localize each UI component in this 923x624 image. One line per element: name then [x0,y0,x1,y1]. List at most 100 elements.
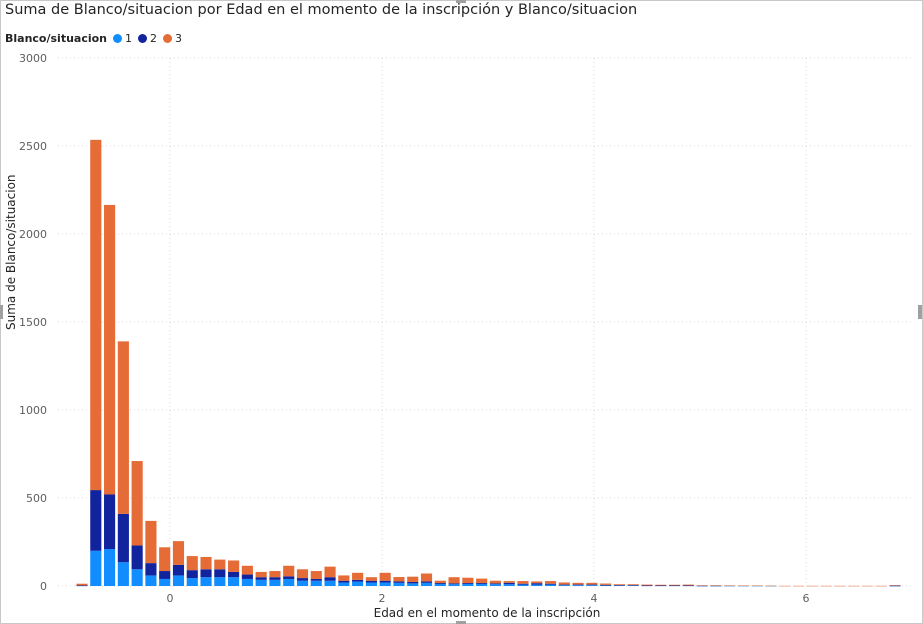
bar-series-3 [765,585,777,587]
bar-series-2 [531,583,543,585]
resize-handle-right[interactable] [918,305,922,319]
bar-series-3 [365,577,377,581]
bar-series-3 [682,584,694,586]
bar-series-3 [172,541,185,565]
bar-series-3 [875,585,887,587]
bar-series-3 [393,577,405,582]
bar-series-1 [172,575,185,586]
bar-series-2 [159,571,171,579]
bar-series-1 [324,580,336,586]
bar-series-3 [448,577,460,584]
bar-series-2 [517,583,529,585]
bar-series-3 [241,565,253,575]
bar-series-1 [200,577,212,586]
bar-series-2 [586,584,598,586]
legend: Blanco/situacion 1 2 3 [5,30,188,46]
y-tick-label: 3000 [19,52,47,65]
legend-title: Blanco/situacion [5,31,108,45]
bar-series-3 [600,583,612,585]
bar-series-3 [434,580,446,584]
bar-series-2 [117,513,129,563]
bar-series-2 [489,583,501,585]
bar-series-2 [434,583,446,584]
bar-series-2 [613,585,626,586]
bar-series-1 [296,580,309,586]
bar-series-1 [338,582,350,586]
bar-series-3 [407,576,419,582]
bar-series-2 [448,583,460,585]
bar-series-2 [365,580,377,583]
y-tick-label: 1000 [19,404,47,417]
bar-series-3 [462,577,474,584]
y-tick-label: 1500 [19,316,47,329]
bar-series-1 [531,584,543,586]
bar-series-2 [393,581,405,583]
bar-series-3 [283,565,295,577]
bar-series-1 [365,582,377,586]
bar-series-3 [724,585,736,586]
bar-series-3 [655,584,667,586]
bar-series-1 [503,584,515,586]
bar-series-2 [627,585,639,586]
bar-series-2 [186,570,198,579]
bar-series-3 [352,572,364,580]
bar-series-2 [600,584,612,586]
bar-series-3 [641,584,653,586]
bar-series-3 [420,573,433,582]
bar-series-2 [696,585,708,587]
bar-series-2 [296,578,309,581]
bar-series-2 [104,494,116,550]
bar-series-3 [186,556,198,571]
legend-label-3: 3 [175,31,183,45]
bar-series-1 [379,582,391,586]
bar-series-2 [889,585,901,587]
bar-series-3 [338,575,350,581]
bar-series-2 [269,577,281,580]
bar-series-2 [324,577,336,581]
bar-series-1 [214,577,226,586]
x-axis-label: Edad en el momento de la inscripción [373,606,601,620]
resize-handle-left[interactable] [0,305,3,319]
bar-series-2 [338,580,350,583]
legend-item-3[interactable]: 3 [163,32,182,45]
bar-series-3 [544,581,557,584]
bar-series-3 [310,571,322,579]
legend-swatch-1 [113,33,123,43]
bar-series-2 [255,577,267,580]
legend-label-2: 2 [150,31,158,45]
legend-swatch-2 [138,33,148,43]
bar-series-3 [889,585,901,586]
bar-series-2 [407,581,419,584]
bar-series-1 [627,585,639,586]
bar-series-3 [145,520,157,564]
bar-series-3 [668,584,681,586]
bar-series-1 [269,579,281,586]
bar-series-2 [352,579,364,582]
resize-handle-bottom[interactable] [456,621,466,624]
bar-series-1 [255,579,267,586]
bar-series-2 [379,580,391,583]
resize-handle-top[interactable] [456,0,466,3]
bar-series-3 [324,566,336,578]
legend-item-1[interactable]: 1 [113,32,132,45]
bar-series-3 [517,581,529,584]
bar-series-2 [710,585,722,587]
legend-item-2[interactable]: 2 [138,32,157,45]
bar-series-2 [241,574,253,579]
bar-series-1 [489,584,501,586]
bar-series-3 [751,585,763,586]
legend-swatch-3 [163,33,173,43]
bar-series-3 [131,461,143,546]
bar-series-2 [310,578,322,581]
bar-series-1 [434,583,446,586]
y-tick-label: 2000 [19,228,47,241]
bar-series-1 [145,575,157,586]
bar-series-1 [613,585,626,586]
bar-series-2 [172,564,185,576]
bar-series-1 [600,585,612,586]
bar-series-3 [586,582,598,585]
bar-series-2 [145,563,157,576]
y-tick-label: 2500 [19,140,47,153]
bar-series-3 [627,584,639,586]
